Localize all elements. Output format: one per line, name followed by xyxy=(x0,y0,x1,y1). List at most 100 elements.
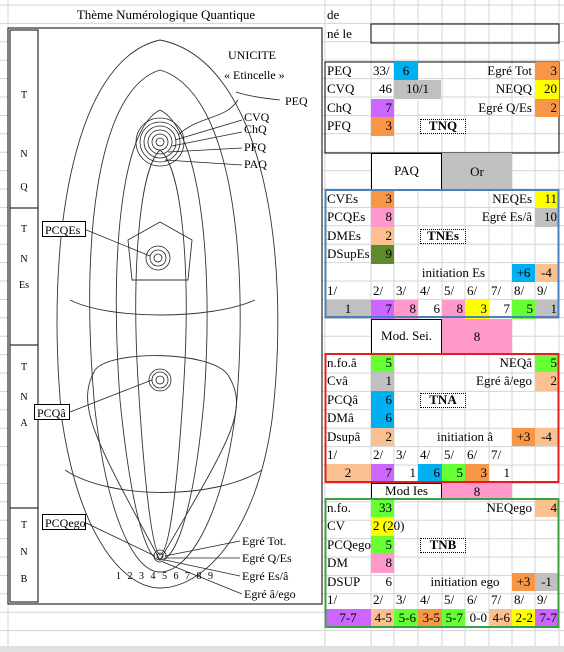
value: 5 xyxy=(535,354,559,373)
shape xyxy=(167,147,243,153)
value: 33 xyxy=(371,499,394,518)
sheet-title: Thème Numérologique Quantique xyxy=(76,7,256,22)
position-label: 7/ xyxy=(491,592,502,607)
value: 8 xyxy=(394,300,418,319)
value: 3 xyxy=(371,117,394,136)
side-letter: N xyxy=(20,547,28,558)
diagram-label: PFQ xyxy=(244,140,267,154)
position-label: 3/ xyxy=(396,447,407,462)
value: 7-7 xyxy=(535,609,559,628)
value: 5 xyxy=(371,535,394,555)
side-letter: T xyxy=(20,224,28,235)
value: 5-6 xyxy=(394,609,418,628)
shape xyxy=(156,552,164,560)
diagram-label: CVQ xyxy=(244,110,270,124)
shape xyxy=(148,368,172,392)
value: +6 xyxy=(512,263,535,282)
initiation-label: initiation â xyxy=(437,428,493,444)
section-title: TNB xyxy=(420,537,466,553)
value: 1 xyxy=(371,372,394,391)
value: 6 xyxy=(371,390,394,410)
row-label: PCQâ xyxy=(327,391,359,407)
row-label: CV xyxy=(327,518,346,534)
shape xyxy=(153,253,163,263)
scale-digit: 4 xyxy=(150,571,156,582)
value: 3-5 xyxy=(418,609,442,628)
value: 5-7 xyxy=(442,609,465,628)
value: 7 xyxy=(371,300,394,319)
value: 6 xyxy=(418,464,442,483)
row-label: DSupEs xyxy=(327,246,370,262)
value: 8 xyxy=(442,318,512,354)
row-label: Cvâ xyxy=(327,373,348,389)
value: 1 xyxy=(535,300,559,319)
shape xyxy=(127,221,193,281)
position-label: 1/ xyxy=(327,592,338,607)
button-label: Mod Ies xyxy=(371,482,442,500)
shape xyxy=(9,29,39,603)
value: 2 xyxy=(371,427,394,446)
value: 8 xyxy=(371,554,394,573)
position-label: 3/ xyxy=(396,283,407,298)
position-label: 4/ xyxy=(420,447,431,462)
shape xyxy=(235,91,281,101)
row-label: NEQâ xyxy=(499,355,533,370)
position-label: 4/ xyxy=(420,283,431,298)
position-label: 7/ xyxy=(491,283,502,298)
row-label: n.fo.â xyxy=(327,355,357,370)
position-label: 2/ xyxy=(373,283,384,298)
value: 6 xyxy=(394,62,418,81)
value: 10/1 xyxy=(394,80,441,99)
value: 7 xyxy=(503,301,511,317)
position-label: 1/ xyxy=(327,447,338,462)
side-letter: T xyxy=(20,520,28,531)
row-label: ChQ xyxy=(327,99,352,115)
shape xyxy=(56,39,279,589)
shape xyxy=(64,469,263,493)
value: 2 xyxy=(535,98,559,118)
position-label: 5/ xyxy=(444,283,455,298)
row-label: Egré Tot xyxy=(487,63,532,78)
value: -4 xyxy=(535,427,558,446)
value: 33/ xyxy=(373,63,390,78)
value: 1 xyxy=(409,465,417,481)
row-label: DSUP xyxy=(327,573,361,589)
diagram-label: PAQ xyxy=(244,157,267,171)
shape xyxy=(139,121,181,163)
shape xyxy=(87,355,237,561)
value: 6 xyxy=(371,409,394,428)
diagram-label: Egré Q/Es xyxy=(242,551,292,565)
row-label: PCQego xyxy=(327,536,372,552)
diagram-box-label: PCQEs xyxy=(42,221,86,237)
shape xyxy=(145,245,171,271)
side-letter: T xyxy=(20,362,28,373)
value: 4 xyxy=(535,499,559,518)
value: 5 xyxy=(512,300,535,319)
row-label: Egré Es/â xyxy=(481,209,532,225)
value: 1 xyxy=(503,465,511,481)
shape xyxy=(69,379,153,413)
value: 2 xyxy=(325,464,371,483)
value: 11 xyxy=(535,190,559,209)
value: 7 xyxy=(371,464,394,483)
value: 1 xyxy=(325,300,371,319)
position-label: 6/ xyxy=(467,592,478,607)
position-label: 4/ xyxy=(420,592,431,607)
shape xyxy=(155,137,165,147)
value: 7-7 xyxy=(325,609,371,628)
value: 3 xyxy=(465,300,489,319)
value: 0-0 xyxy=(469,610,487,626)
scale-digit: 9 xyxy=(208,571,213,582)
side-letter: B xyxy=(20,574,28,585)
diagram-label: « Etincelle » xyxy=(224,68,285,82)
value: 9 xyxy=(371,245,394,264)
row-label: DMEs xyxy=(327,227,361,243)
value: 6 xyxy=(433,301,441,317)
side-letter: T xyxy=(20,90,28,101)
shape xyxy=(0,646,564,652)
scale-digit: 3 xyxy=(139,571,144,582)
position-label: 6/ xyxy=(467,447,478,462)
position-label: 8/ xyxy=(514,592,525,607)
value: 8 xyxy=(442,300,465,319)
